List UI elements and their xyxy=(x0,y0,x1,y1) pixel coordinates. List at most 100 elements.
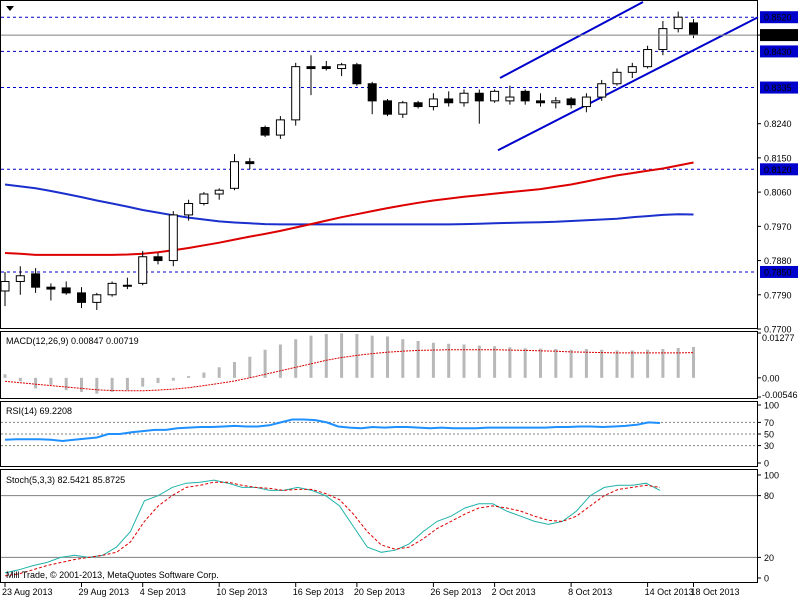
candle-body xyxy=(46,286,56,290)
candle-body xyxy=(673,16,683,30)
macd-histogram-bar xyxy=(692,346,695,378)
candle-body xyxy=(597,83,607,98)
macd-histogram-bar xyxy=(431,342,435,378)
time-axis-label: 23 Aug 2013 xyxy=(2,587,53,597)
candle xyxy=(184,199,194,221)
candle xyxy=(520,89,530,105)
macd-histogram-bar xyxy=(263,349,267,378)
candle-body xyxy=(306,66,316,70)
chart-menu-icon[interactable] xyxy=(6,6,14,11)
macd-histogram-bar xyxy=(447,343,451,378)
candle xyxy=(627,62,637,79)
stoch-axis-label: 100 xyxy=(764,471,779,481)
stoch-axis-label: 20 xyxy=(764,553,774,563)
candle xyxy=(444,91,454,107)
level-price-badge xyxy=(760,11,798,24)
time-axis-label: 20 Sep 2013 xyxy=(354,587,405,597)
channel-upper-line xyxy=(499,1,644,79)
time-axis-label: 8 Oct 2013 xyxy=(568,587,612,597)
candle-body xyxy=(107,282,117,296)
macd-histogram-bar xyxy=(95,377,99,394)
candle xyxy=(291,62,301,126)
candle xyxy=(31,268,41,293)
macd-histogram-bar xyxy=(508,347,512,378)
candle-body xyxy=(490,90,500,102)
stoch-axis-label: 0 xyxy=(764,574,769,584)
candle xyxy=(505,85,515,105)
stoch-layer: 100 80 20 0 xyxy=(1,471,779,584)
candle xyxy=(61,281,71,295)
level-price-badge xyxy=(760,265,798,278)
candle-body xyxy=(520,90,530,102)
candle xyxy=(566,97,576,109)
moving-average-slow-line xyxy=(4,183,694,226)
candle xyxy=(459,89,469,107)
macd-histogram-bar xyxy=(324,333,328,378)
price-axis-label: 0.7700 xyxy=(764,325,792,335)
macd-histogram-bar xyxy=(370,335,374,378)
candle xyxy=(138,251,148,286)
candle xyxy=(597,79,607,101)
candle-body xyxy=(474,92,484,102)
candle-body xyxy=(581,96,591,108)
macd-histogram-bar xyxy=(294,339,298,378)
macd-histogram-bar xyxy=(386,336,389,378)
candle xyxy=(46,283,56,301)
macd-signal-line xyxy=(4,349,694,392)
macd-histogram-bar xyxy=(80,377,83,392)
level-price-badge xyxy=(760,45,798,58)
macd-histogram-bar xyxy=(661,349,665,378)
stoch-axis-label: 80 xyxy=(764,491,774,501)
level-price-label: 0.8335 xyxy=(764,83,792,93)
macd-histogram-bar xyxy=(233,362,236,378)
current-price-badge xyxy=(760,29,798,42)
level-price-label: 0.8520 xyxy=(764,13,792,23)
candle-body xyxy=(383,100,392,115)
current-price-label: 0.8473 xyxy=(764,31,792,41)
candle xyxy=(214,188,224,200)
candle-body xyxy=(321,66,331,70)
macd-histogram-bar xyxy=(141,377,145,387)
macd-histogram-bar xyxy=(49,377,53,385)
candle xyxy=(428,93,438,111)
time-axis-label: 29 Aug 2013 xyxy=(79,587,130,597)
candle-body xyxy=(536,100,545,104)
price-axis-label: 0.8060 xyxy=(764,188,792,198)
candle-body xyxy=(245,161,255,165)
candle xyxy=(352,62,362,86)
rsi-axis-label: 0 xyxy=(764,459,769,469)
macd-title: MACD(12,26,9) 0.00847 0.00719 xyxy=(6,336,139,346)
candle-body xyxy=(214,189,224,195)
candle-body xyxy=(459,92,469,104)
candle-body xyxy=(428,98,438,108)
macd-histogram-bar xyxy=(202,372,206,378)
price-layer: 0.8473 0.8240 0.8150 0.8060 0.7970 0.7880 0.77… xyxy=(0,1,798,335)
candle-body xyxy=(367,83,377,102)
candle-body xyxy=(551,100,561,104)
candle-body xyxy=(352,64,362,85)
macd-histogram-bar xyxy=(462,344,466,378)
macd-histogram-bar xyxy=(630,350,634,378)
candle xyxy=(474,89,484,124)
rsi-title: RSI(14) 69.2208 xyxy=(6,406,72,416)
candle xyxy=(168,211,178,267)
candle xyxy=(413,100,423,109)
candle-body xyxy=(92,294,102,303)
stoch-panel-frame xyxy=(0,469,758,583)
candle xyxy=(551,97,561,109)
macd-histogram-bar xyxy=(64,377,68,391)
macd-histogram-bar xyxy=(3,374,7,378)
moving-average-fast-line xyxy=(4,161,694,256)
macd-histogram-bar xyxy=(309,335,313,378)
macd-histogram-bar xyxy=(646,349,650,378)
macd-histogram-bar xyxy=(171,377,175,381)
time-axis-label: 26 Sep 2013 xyxy=(430,587,481,597)
price-axis-label: 0.7970 xyxy=(764,222,792,232)
candle-body xyxy=(643,49,653,68)
candle xyxy=(260,125,270,137)
macd-histogram-bar xyxy=(539,348,542,378)
time-axis: 23 Aug 2013 29 Aug 2013 4 Sep 2013 10 Sep 2… xyxy=(2,583,740,597)
price-axis-label: 0.7790 xyxy=(764,290,792,300)
macd-layer: 0.01277 0.00 -0.00546 xyxy=(3,332,798,400)
